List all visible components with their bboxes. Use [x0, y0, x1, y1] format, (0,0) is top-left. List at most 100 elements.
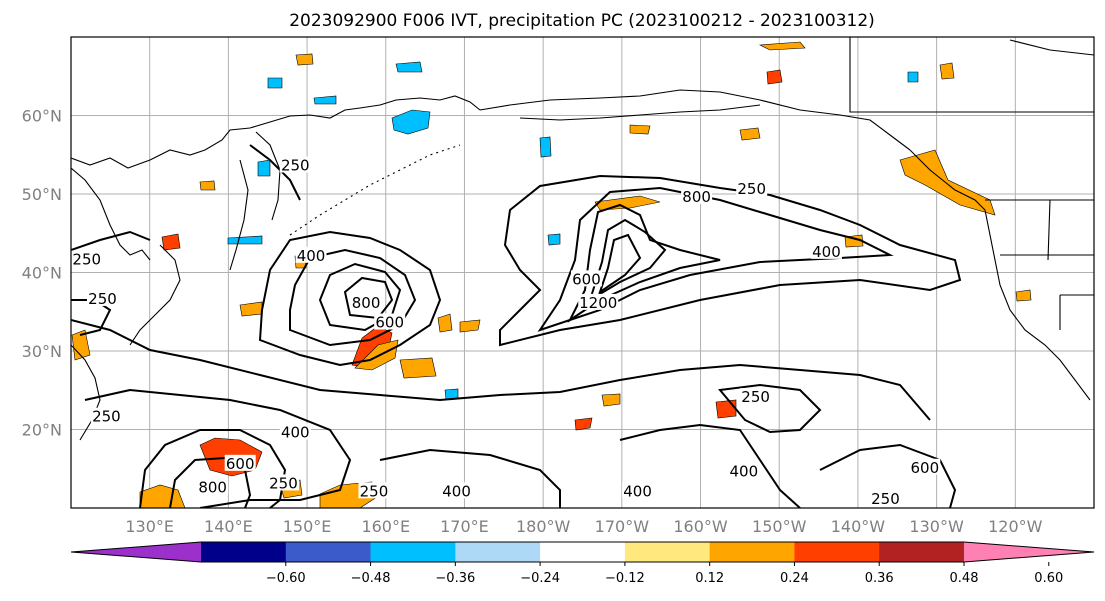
aleutian-islands	[289, 144, 461, 236]
lon-tick-label: 130°E	[125, 517, 174, 536]
contour-label-bg	[197, 478, 229, 495]
contour-250-small	[718, 383, 822, 434]
contour-label: 250	[871, 490, 900, 508]
precip-patch	[758, 41, 806, 51]
colorbar-segment	[879, 542, 965, 562]
colorbar-segment	[540, 542, 626, 562]
contour-label-bg	[71, 250, 103, 267]
contour-600-southeast	[819, 443, 957, 508]
contour-400-southeast	[619, 423, 801, 508]
colorbar-outline	[70, 541, 1095, 563]
contour-label-bg	[736, 180, 768, 197]
precipitation-shading	[71, 41, 1032, 508]
precip-patch	[444, 388, 459, 400]
colorbar-segment	[624, 542, 711, 562]
lon-tick-label: 140°W	[831, 517, 886, 536]
precip-patch	[267, 77, 283, 89]
lon-tick-label: 120°W	[988, 517, 1043, 536]
state-border	[1047, 199, 1051, 261]
colorbar-tick-label: 0.36	[865, 571, 894, 586]
contour-250-south	[379, 448, 561, 508]
colorbar-segment	[201, 542, 287, 562]
contour-label: 600	[572, 270, 601, 288]
precip-patch	[766, 69, 783, 85]
colorbar-segment	[794, 542, 880, 562]
contour-label: 800	[198, 478, 227, 496]
contour-label-bg	[441, 482, 473, 499]
contour-label-bg	[728, 462, 760, 479]
contour-label-bg	[279, 423, 311, 440]
lon-tick-label: 170°W	[595, 517, 650, 536]
colorbar-segment	[370, 542, 456, 562]
colorbar: −0.60 −0.48 −0.36 −0.24 −0.12 0.12 0.24 0.36 0.4…	[70, 541, 1095, 586]
coastlines	[71, 37, 1094, 441]
contour-1200-jet	[598, 233, 642, 295]
contour-labels: 250 250 250 400 800 600 250 800 400 600 1200 250 400…	[71, 156, 941, 508]
contour-800-jet	[588, 218, 667, 303]
contour-600-jet	[567, 203, 721, 323]
colorbar-tick-label: −0.12	[605, 571, 645, 586]
contour-label-bg	[570, 270, 602, 287]
contour-250-west	[258, 230, 442, 367]
colorbar-segment	[709, 542, 795, 562]
contour-label-bg	[681, 187, 713, 204]
precip-patch	[899, 149, 996, 216]
lon-tick-label: 150°W	[752, 517, 807, 536]
contour-label: 250	[92, 408, 121, 426]
contour-400-jet	[537, 186, 894, 332]
lat-tick-label: 30°N	[22, 342, 62, 361]
colorbar-segment	[455, 542, 541, 562]
contour-label: 250	[72, 251, 101, 269]
arctic-coast	[1009, 39, 1094, 56]
colorbar-tick-label: 0.12	[695, 571, 724, 586]
contour-label-bg	[295, 246, 327, 263]
precip-patch	[354, 339, 399, 371]
contour-label: 600	[375, 314, 404, 332]
contour-label-bg	[909, 458, 941, 475]
alaska-south-coast	[519, 104, 761, 121]
precip-patch	[907, 71, 919, 83]
contour-250-jet	[499, 174, 962, 347]
contour-label: 400	[281, 423, 310, 441]
contour-600-west	[318, 262, 402, 332]
contour-label-bg	[578, 293, 619, 310]
lat-tick-label: 50°N	[22, 185, 62, 204]
precip-patch	[313, 95, 337, 105]
contour-label: 250	[360, 482, 389, 500]
colorbar-tick-label: −0.60	[266, 571, 306, 586]
lon-tick-label: 160°W	[673, 517, 728, 536]
colorbar-tick-label: −0.48	[351, 571, 391, 586]
colorbar-tick-label: −0.24	[520, 571, 560, 586]
precip-patch	[161, 233, 181, 251]
precip-patch	[601, 393, 621, 407]
lon-tick-label: 170°E	[440, 517, 489, 536]
contour-label: 800	[352, 294, 381, 312]
precip-patch	[395, 61, 423, 73]
lon-tick-label: 150°E	[283, 517, 332, 536]
contour-label-bg	[622, 482, 654, 499]
precip-patch	[1015, 289, 1032, 302]
east-asia-coast	[71, 344, 101, 441]
contour-label-bg	[267, 474, 299, 491]
contour-400-south	[84, 388, 352, 508]
map-panel: 250 250 250 400 800 600 250 800 400 600 1200 250 400…	[70, 36, 1095, 509]
contour-label-bg	[374, 313, 406, 330]
colorbar-tick-label: 0.24	[780, 571, 809, 586]
lon-tick-label: 130°W	[909, 517, 964, 536]
lon-tick-label: 160°E	[361, 517, 410, 536]
contour-label-bg	[279, 156, 311, 173]
colorbar-segment	[285, 542, 372, 562]
contour-label-bg	[740, 388, 772, 405]
precip-patch	[715, 399, 737, 419]
precip-patch	[547, 233, 561, 246]
precip-patch	[574, 417, 593, 431]
siberia-coast	[71, 95, 481, 169]
precip-patch	[295, 53, 314, 66]
contour-label-bg	[90, 407, 122, 424]
contour-label-bg	[86, 289, 118, 306]
lat-tick-label: 60°N	[22, 107, 62, 126]
contour-label: 250	[281, 157, 310, 175]
precip-patch	[391, 109, 431, 135]
contour-label: 600	[226, 455, 255, 473]
